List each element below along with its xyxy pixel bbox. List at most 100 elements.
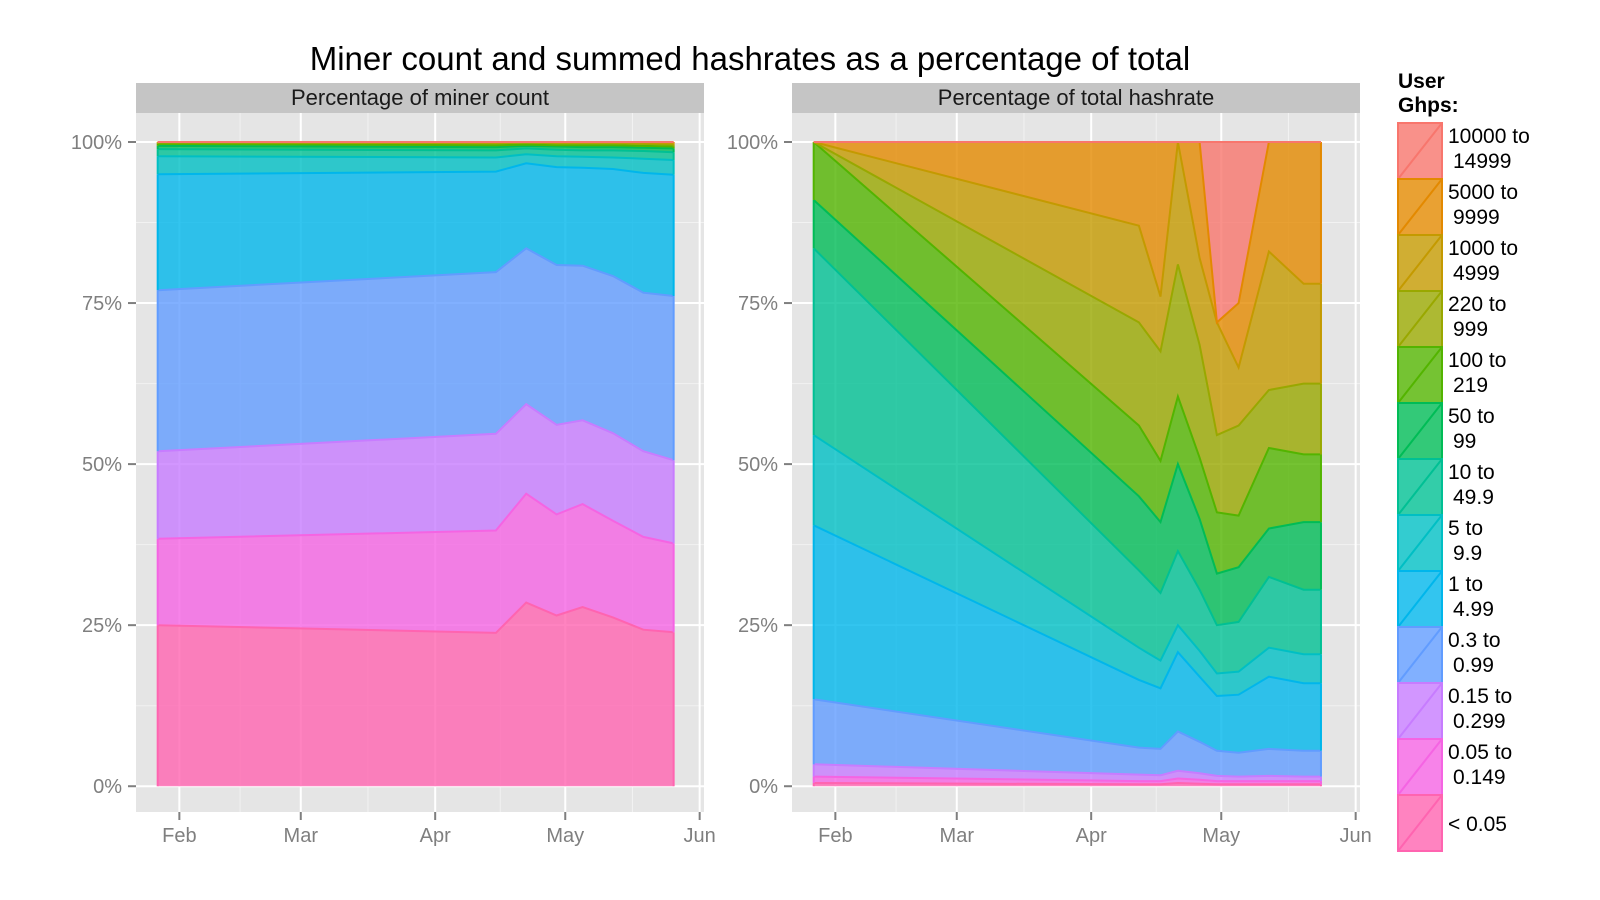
legend-key-diagonal <box>1397 178 1443 236</box>
area-boundary-line <box>157 142 674 148</box>
facet-strip <box>792 83 1360 113</box>
panel-1: Percentage of miner count 0% 25% 50% 75% 100%… <box>71 83 716 847</box>
x-tick-label: May <box>1202 825 1240 847</box>
y-tick-label: 50% <box>738 454 778 476</box>
legend-label: 0.3 to <box>1448 629 1501 652</box>
area-boundary-line <box>157 147 674 154</box>
legend-label: 99 <box>1453 430 1476 453</box>
area-layer <box>813 435 1321 696</box>
legend-entry: 0.3 to0.99 <box>1397 626 1501 684</box>
legend-key-diagonal <box>1397 346 1443 404</box>
x-tick-label: Mar <box>940 825 975 847</box>
legend-key-diagonal <box>1397 570 1443 628</box>
legend-label: 1000 to <box>1448 237 1518 260</box>
area-layer <box>813 142 1321 368</box>
facet-label: Percentage of miner count <box>291 85 549 110</box>
legend-label: 0.15 to <box>1448 685 1512 708</box>
area-boundary-line <box>813 698 1321 754</box>
facet-strip <box>136 83 704 113</box>
y-tick-label: 75% <box>82 293 122 315</box>
legend-label: 10 to <box>1448 461 1495 484</box>
y-tick-label: 75% <box>738 293 778 315</box>
area-boundary-line <box>813 141 1321 517</box>
legend-label: 9.9 <box>1453 542 1482 565</box>
area-boundary-line <box>813 524 1321 698</box>
legend-key-diagonal <box>1397 122 1443 180</box>
area-boundary-line <box>157 247 674 297</box>
x-tick-label: Jun <box>684 825 716 847</box>
y-tick-label: 25% <box>738 615 778 637</box>
legend-key-diagonal <box>1397 234 1443 292</box>
legend-label: 0.05 to <box>1448 741 1512 764</box>
area-layer <box>813 142 1321 516</box>
y-tick-label: 50% <box>82 454 122 476</box>
area-layer <box>157 404 674 544</box>
legend-label: 4999 <box>1453 262 1500 285</box>
legend-label: 1 to <box>1448 573 1483 596</box>
legend-label: 0.299 <box>1453 710 1506 733</box>
area-boundary-line <box>157 162 674 176</box>
legend-key-diagonal <box>1397 794 1443 852</box>
area-layer <box>157 248 674 461</box>
legend-label: 219 <box>1453 374 1488 397</box>
y-tick-label: 100% <box>727 132 778 154</box>
area-boundary-line <box>812 247 1321 627</box>
area-boundary-line <box>813 763 1321 778</box>
legend-key-diagonal <box>1397 458 1443 516</box>
area-layer <box>813 200 1321 626</box>
area-layer <box>157 493 674 633</box>
area-boundary-line <box>157 144 674 150</box>
x-tick-label: Mar <box>284 825 319 847</box>
legend-entry: 0.05 to0.149 <box>1397 738 1512 796</box>
legend-label: 0.99 <box>1453 654 1494 677</box>
legend-key-diagonal <box>1397 514 1443 572</box>
y-tick-label: 0% <box>93 776 122 798</box>
area-layer <box>157 602 674 787</box>
area-boundary-line <box>813 781 1321 786</box>
area-boundary-line <box>813 434 1321 675</box>
area-boundary-line <box>157 492 674 545</box>
legend-label: 10000 to <box>1448 125 1530 148</box>
legend-label: 14999 <box>1453 150 1511 173</box>
legend-label: 220 to <box>1448 293 1506 316</box>
area-layer <box>813 248 1321 674</box>
area-layer <box>157 148 674 160</box>
legend-title: Ghps: <box>1398 94 1459 117</box>
area-boundary-line <box>813 775 1321 783</box>
legend-entry: < 0.05 <box>1397 794 1507 852</box>
area-layer <box>813 142 1321 574</box>
legend-label: 100 to <box>1448 349 1506 372</box>
legend-key-diagonal <box>1397 290 1443 348</box>
legend-label: 999 <box>1453 318 1488 341</box>
area-boundary-line <box>813 199 1321 575</box>
x-tick-label: Apr <box>420 825 451 847</box>
legend-label: 4.99 <box>1453 598 1494 621</box>
area-boundary-line <box>157 402 674 462</box>
y-tick-label: 100% <box>71 132 122 154</box>
legend-entry: 0.15 to0.299 <box>1397 682 1512 740</box>
area-boundary-line <box>157 601 674 634</box>
chart-title: Miner count and summed hashrates as a pe… <box>310 40 1191 77</box>
area-boundary-line <box>813 141 1321 437</box>
y-tick-label: 25% <box>82 615 122 637</box>
legend-label: 9999 <box>1453 206 1500 229</box>
panels: Percentage of miner count 0% 25% 50% 75% 100%… <box>71 83 1372 847</box>
x-tick-label: May <box>546 825 584 847</box>
legend-key-diagonal <box>1397 402 1443 460</box>
x-tick-label: Apr <box>1076 825 1107 847</box>
area-boundary-line <box>813 141 1321 371</box>
legend-key-diagonal <box>1397 626 1443 684</box>
x-tick-label: Jun <box>1340 825 1372 847</box>
area-layer <box>813 142 1321 323</box>
legend-title: User <box>1398 70 1445 93</box>
x-tick-label: Feb <box>162 825 196 847</box>
legend-entry: 1 to4.99 <box>1397 570 1494 628</box>
y-tick-label: 0% <box>749 776 778 798</box>
legend-label: < 0.05 <box>1448 813 1507 836</box>
